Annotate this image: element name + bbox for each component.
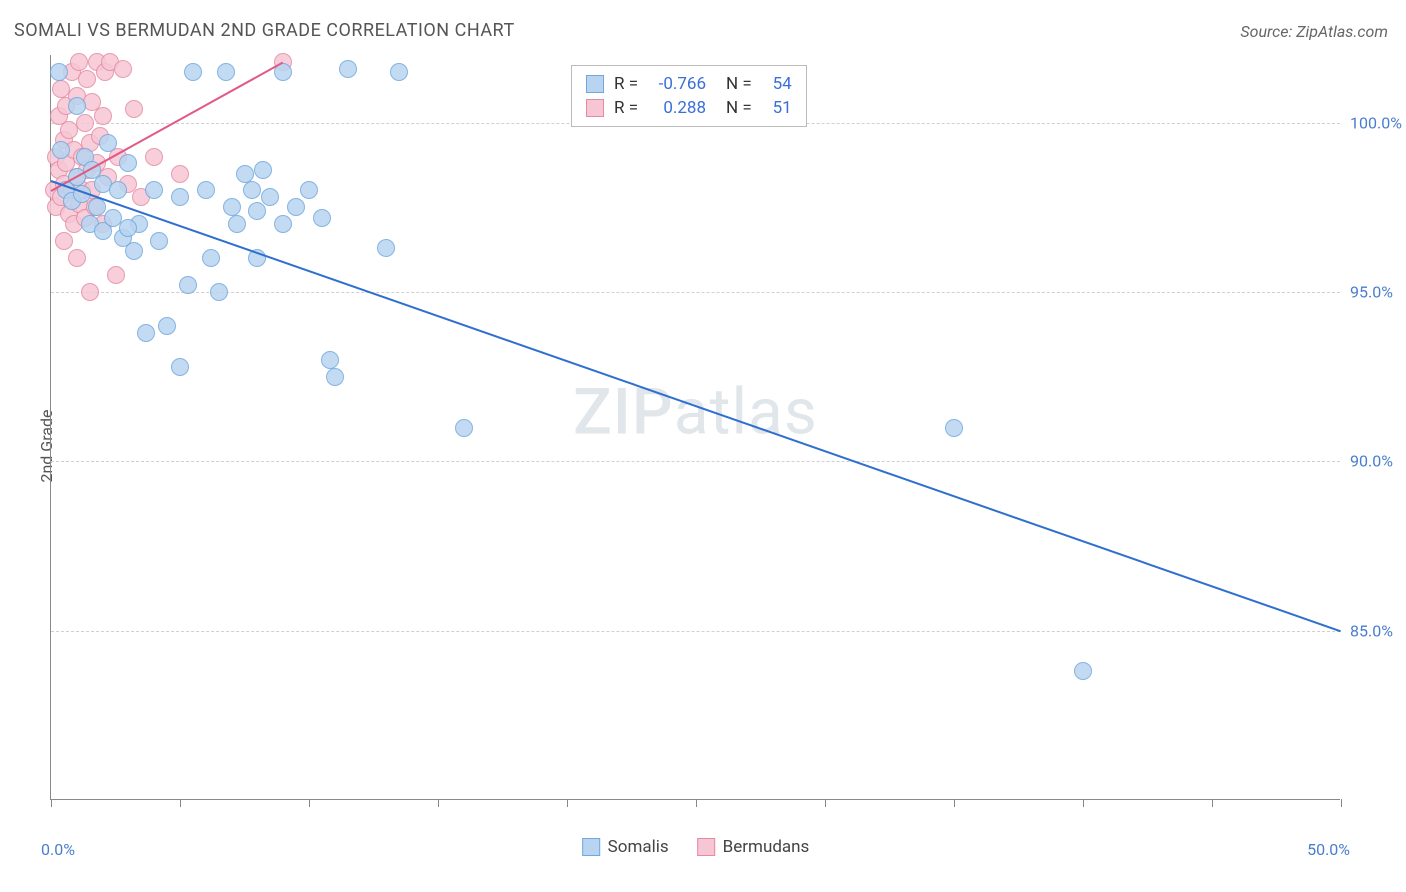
x-tick [954,799,955,807]
x-tick [1083,799,1084,807]
stats-legend-row-bermudans: R = 0.288 N = 51 [586,96,792,120]
x-tick [51,799,52,807]
data-point-bermudans [68,249,86,267]
data-point-bermudans [145,148,163,166]
data-point-somalis [217,63,235,81]
legend-r-label: R = [614,74,638,94]
stats-legend: R = -0.766 N = 54 R = 0.288 N = 51 [571,65,807,127]
data-point-somalis [171,358,189,376]
data-point-somalis [52,141,70,159]
data-point-bermudans [171,165,189,183]
data-point-bermudans [94,107,112,125]
y-tick-label: 95.0% [1350,283,1406,302]
legend-n-value: 54 [762,74,792,94]
data-point-bermudans [114,60,132,78]
x-tick [1341,799,1342,807]
data-point-somalis [228,215,246,233]
data-point-somalis [125,242,143,260]
watermark: ZIPatlas [573,375,818,450]
data-point-bermudans [78,70,96,88]
data-point-somalis [243,181,261,199]
x-tick [438,799,439,807]
x-tick-label-max: 50.0% [1307,840,1350,859]
data-point-somalis [1074,662,1092,680]
legend-r-value: -0.766 [648,74,706,94]
data-point-somalis [119,154,137,172]
y-tick-label: 90.0% [1350,452,1406,471]
series-legend: Somalis Bermudans [582,837,810,857]
legend-n-label: N = [726,74,752,94]
x-tick [1212,799,1213,807]
data-point-somalis [274,215,292,233]
legend-swatch-somalis [586,75,604,93]
data-point-somalis [202,249,220,267]
data-point-bermudans [55,232,73,250]
data-point-somalis [210,283,228,301]
data-point-somalis [68,97,86,115]
data-point-somalis [945,419,963,437]
x-tick [825,799,826,807]
data-point-somalis [119,219,137,237]
data-point-bermudans [125,100,143,118]
data-point-somalis [254,161,272,179]
data-point-somalis [300,181,318,199]
legend-n-value: 51 [762,98,792,118]
data-point-somalis [109,181,127,199]
legend-r-label: R = [614,98,638,118]
trend-line-somalis [51,180,1342,632]
legend-r-value: 0.288 [648,98,706,118]
data-point-bermudans [76,114,94,132]
data-point-somalis [261,188,279,206]
data-point-bermudans [107,266,125,284]
data-point-somalis [377,239,395,257]
series-legend-label: Somalis [608,837,669,857]
data-point-somalis [455,419,473,437]
stats-legend-row-somalis: R = -0.766 N = 54 [586,72,792,96]
x-tick [180,799,181,807]
data-point-somalis [184,63,202,81]
data-point-somalis [171,188,189,206]
data-point-somalis [99,134,117,152]
data-point-somalis [326,368,344,386]
data-point-somalis [313,209,331,227]
data-point-somalis [150,232,168,250]
data-point-somalis [248,202,266,220]
data-point-somalis [321,351,339,369]
data-point-somalis [137,324,155,342]
data-point-somalis [197,181,215,199]
data-point-somalis [223,198,241,216]
data-point-bermudans [81,283,99,301]
data-point-somalis [339,60,357,78]
y-tick-label: 100.0% [1350,113,1406,132]
data-point-somalis [287,198,305,216]
data-point-somalis [236,165,254,183]
x-tick [567,799,568,807]
gridline-h [51,631,1340,632]
legend-swatch-somalis [582,838,600,856]
series-legend-item-bermudans: Bermudans [697,837,810,857]
chart-title: SOMALI VS BERMUDAN 2ND GRADE CORRELATION… [14,20,515,41]
data-point-somalis [390,63,408,81]
series-legend-label: Bermudans [723,837,810,857]
data-point-somalis [158,317,176,335]
x-tick [309,799,310,807]
series-legend-item-somalis: Somalis [582,837,669,857]
data-point-bermudans [70,53,88,71]
gridline-h [51,292,1340,293]
y-tick-label: 85.0% [1350,621,1406,640]
data-point-somalis [179,276,197,294]
legend-swatch-bermudans [586,99,604,117]
data-point-somalis [145,181,163,199]
x-tick-label-min: 0.0% [41,840,75,859]
gridline-h [51,461,1340,462]
data-point-somalis [50,63,68,81]
x-tick [696,799,697,807]
legend-swatch-bermudans [697,838,715,856]
scatter-plot: ZIPatlas 85.0%90.0%95.0%100.0%0.0%50.0%R… [50,55,1340,800]
source-label: Source: ZipAtlas.com [1240,22,1388,41]
legend-n-label: N = [726,98,752,118]
